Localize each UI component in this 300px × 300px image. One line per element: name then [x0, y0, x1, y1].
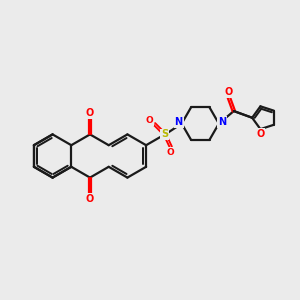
Text: N: N	[175, 117, 183, 127]
Text: O: O	[146, 116, 154, 125]
Text: O: O	[86, 108, 94, 118]
Text: O: O	[167, 148, 175, 157]
Text: O: O	[86, 194, 94, 204]
Text: N: N	[218, 117, 226, 127]
Text: O: O	[225, 87, 233, 98]
Text: O: O	[256, 129, 265, 139]
Text: S: S	[161, 129, 168, 140]
